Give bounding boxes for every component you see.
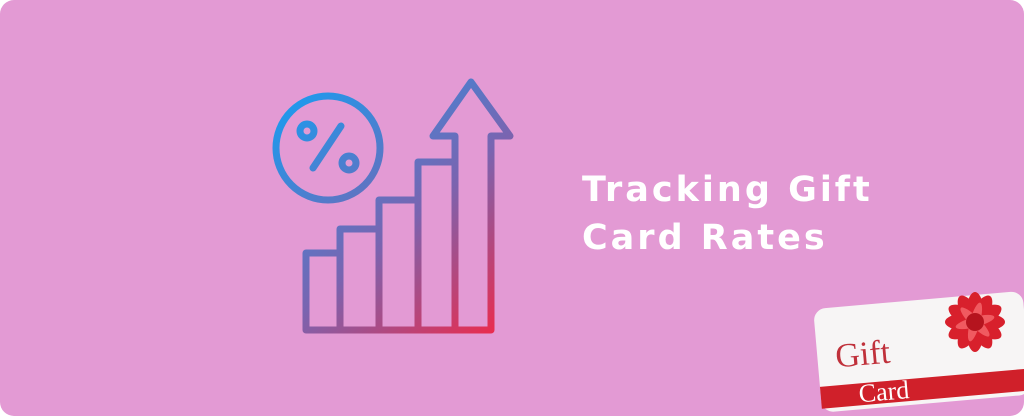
percent-circle bbox=[272, 92, 384, 204]
gift-card-word-gift: Gift bbox=[834, 334, 892, 376]
arrow-up bbox=[429, 78, 514, 334]
banner-title: Tracking Gift Card Rates bbox=[582, 166, 873, 262]
gift-card-word-card: Card bbox=[857, 375, 910, 408]
bow-icon bbox=[945, 292, 1005, 352]
title-line-1: Tracking Gift bbox=[582, 170, 873, 210]
title-line-2: Card Rates bbox=[582, 218, 828, 258]
